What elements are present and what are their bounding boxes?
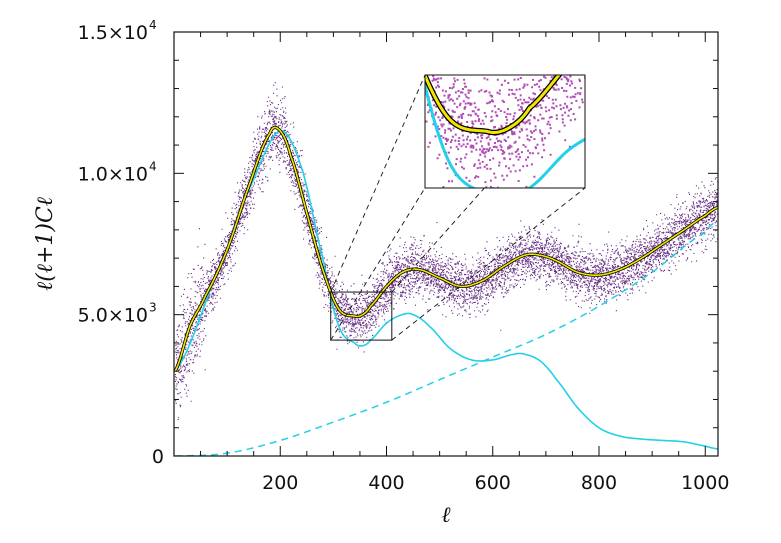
y-tick-label: 5.0×10 bbox=[78, 305, 148, 327]
x-tick-label: 800 bbox=[581, 472, 617, 494]
y-tick-label: 0 bbox=[152, 446, 164, 468]
y-tick-exponent: 4 bbox=[149, 18, 157, 32]
series-lines bbox=[174, 125, 718, 456]
y-axis-label: ℓ(ℓ+1)Cℓ bbox=[33, 196, 58, 291]
x-tick-label: 200 bbox=[262, 472, 298, 494]
zoom-region-box bbox=[330, 291, 393, 341]
y-tick-label: 1.0×10 bbox=[78, 163, 148, 185]
zoom-connector-1 bbox=[330, 74, 426, 293]
x-tick-label: 1000 bbox=[681, 472, 729, 494]
x-tick-label: 600 bbox=[475, 472, 511, 494]
inset-scatter bbox=[425, 75, 585, 188]
inset-scatter-points bbox=[425, 75, 585, 188]
x-axis-label: ℓ bbox=[441, 503, 451, 528]
mean-fit-line bbox=[174, 126, 718, 372]
zoom-source-rect bbox=[330, 291, 393, 341]
x-tick-label: 400 bbox=[368, 472, 404, 494]
y-tick-labels: 05.0×10 31.0×10 41.5×10 4 bbox=[78, 18, 164, 468]
axis-ticks bbox=[174, 32, 718, 456]
plot-frame bbox=[173, 31, 719, 457]
y-tick-label: 1.5×10 bbox=[78, 22, 148, 44]
zoom-connector-3 bbox=[330, 187, 426, 341]
y-tick-exponent: 4 bbox=[149, 159, 157, 173]
zoom-connector-4 bbox=[391, 187, 586, 341]
inset-zoom-panel bbox=[424, 74, 586, 189]
y-tick-exponent: 3 bbox=[149, 301, 157, 315]
signal-spectrum-line bbox=[174, 129, 718, 450]
x-tick-labels: 200 400 600 800 1000 bbox=[262, 472, 729, 494]
